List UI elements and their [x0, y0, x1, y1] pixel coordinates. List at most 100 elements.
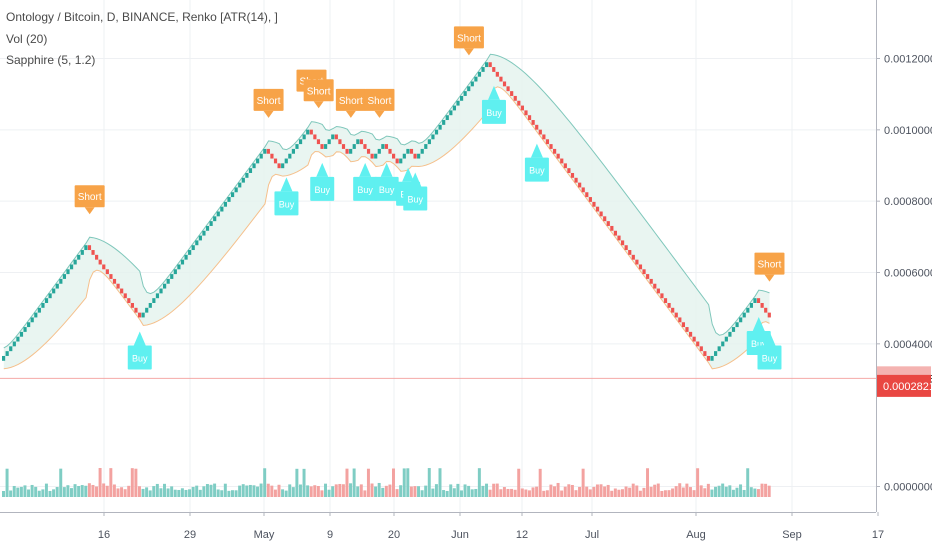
- renko-brick-down: [570, 172, 575, 178]
- renko-brick-down: [685, 327, 689, 332]
- volume-bar: [502, 487, 506, 497]
- renko-brick-down: [127, 298, 131, 303]
- renko-brick-up: [84, 245, 88, 251]
- price-tick-label: 0.0012000: [884, 54, 932, 66]
- volume-bar: [424, 485, 428, 497]
- renko-brick-up: [438, 124, 442, 130]
- volume-bar: [9, 490, 13, 497]
- renko-brick-up: [198, 235, 202, 241]
- volume-bar: [377, 482, 381, 497]
- renko-brick-up: [145, 307, 149, 313]
- volume-bar: [513, 489, 517, 497]
- volume-bar: [273, 489, 277, 497]
- volume-bar: [41, 489, 45, 497]
- short-signal: Short: [335, 88, 366, 118]
- renko-brick-up: [739, 317, 743, 323]
- short-signal: Short: [754, 252, 785, 282]
- price-tick-label: 0.0006000: [884, 268, 932, 280]
- short-signal-label: Short: [257, 96, 281, 107]
- renko-brick-up: [298, 139, 303, 145]
- volume-bar: [195, 485, 199, 497]
- short-signal-label: Short: [368, 96, 392, 107]
- renko-brick-up: [377, 148, 381, 154]
- renko-brick-up: [238, 182, 242, 188]
- price-tick-label: 0.0000000: [884, 482, 932, 494]
- volume-bar: [667, 490, 671, 497]
- volume-bar: [155, 483, 159, 497]
- renko-brick-down: [137, 312, 142, 318]
- short-signal: Short: [364, 88, 395, 118]
- renko-brick-up: [467, 86, 471, 92]
- renko-brick-up: [248, 168, 253, 173]
- renko-brick-down: [613, 230, 618, 236]
- renko-brick-up: [474, 76, 478, 82]
- short-signal-pointer: [313, 101, 324, 109]
- volume-bar: [731, 489, 735, 497]
- volume-bar: [27, 489, 31, 497]
- renko-bricks: [2, 62, 771, 361]
- volume-bar: [617, 489, 621, 497]
- indicator-legend[interactable]: Sapphire (5, 1.2): [6, 53, 96, 67]
- volume-bar: [517, 468, 521, 497]
- last-price-label: 0.0002821: [883, 381, 932, 393]
- renko-brick-up: [402, 153, 406, 159]
- renko-brick-up: [52, 288, 56, 294]
- renko-brick-up: [420, 148, 424, 154]
- volume-bar: [291, 487, 295, 497]
- volume-bar: [80, 485, 84, 497]
- chart-title: Ontology / Bitcoin, D, BINANCE, Renko [A…: [6, 10, 278, 24]
- volume-bar: [746, 468, 750, 497]
- volume-bar: [646, 468, 650, 497]
- renko-brick-down: [581, 187, 585, 193]
- volume-bar: [456, 483, 460, 497]
- renko-brick-up: [159, 288, 163, 294]
- volume-bar: [170, 486, 174, 497]
- volume-bars: [2, 468, 771, 497]
- volume-bar: [495, 483, 499, 497]
- volume-bar: [352, 468, 356, 497]
- renko-brick-up: [180, 259, 185, 265]
- renko-brick-up: [459, 95, 464, 101]
- buy-signal: Buy: [353, 162, 378, 201]
- renko-brick-up: [184, 254, 188, 260]
- renko-brick-up: [12, 341, 16, 347]
- buy-signal-box: [353, 176, 378, 201]
- volume-bar: [324, 483, 327, 497]
- volume-bar: [595, 484, 599, 497]
- renko-brick-up: [191, 245, 195, 251]
- renko-brick-down: [502, 81, 507, 87]
- renko-brick-up: [80, 250, 84, 255]
- renko-brick-down: [542, 134, 546, 140]
- volume-bar: [202, 486, 206, 497]
- volume-bar: [220, 490, 224, 497]
- volume-bar: [545, 490, 549, 497]
- renko-brick-up: [477, 71, 482, 77]
- renko-brick-down: [606, 221, 610, 226]
- buy-signal-pointer: [316, 162, 329, 177]
- volume-bar: [23, 485, 27, 497]
- buy-signal-box: [374, 176, 399, 201]
- volume-bar: [585, 486, 589, 497]
- volume-legend[interactable]: Vol (20): [6, 32, 48, 46]
- renko-brick-up: [721, 341, 725, 347]
- renko-brick-down: [384, 144, 389, 149]
- renko-brick-up: [753, 298, 757, 303]
- renko-brick-up: [724, 336, 728, 342]
- renko-brick-down: [628, 250, 632, 255]
- renko-brick-up: [256, 158, 260, 164]
- volume-bar: [48, 490, 52, 497]
- renko-brick-up: [728, 331, 732, 337]
- renko-brick-down: [517, 100, 521, 106]
- renko-brick-down: [395, 158, 399, 164]
- buy-signal-pointer: [530, 143, 543, 158]
- volume-bar: [538, 468, 542, 497]
- renko-brick-down: [105, 269, 109, 275]
- volume-bar: [714, 486, 717, 497]
- volume-bar: [499, 489, 503, 497]
- price-tick-label: 0.0010000: [884, 125, 932, 137]
- renko-brick-down: [98, 259, 102, 265]
- volume-bar: [248, 484, 252, 497]
- signals: Short Buy Short Buy Short Short Buy Short Buy Sho…: [74, 26, 785, 370]
